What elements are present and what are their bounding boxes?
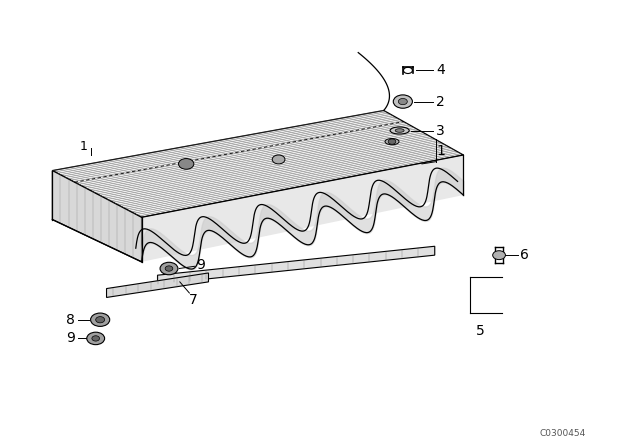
Circle shape <box>394 95 412 108</box>
Circle shape <box>91 313 109 327</box>
Ellipse shape <box>385 138 399 145</box>
Text: 6: 6 <box>520 248 529 262</box>
Text: 2: 2 <box>436 95 445 108</box>
Text: 5: 5 <box>476 324 485 338</box>
Circle shape <box>272 155 285 164</box>
Circle shape <box>165 266 173 271</box>
Circle shape <box>87 332 104 345</box>
Circle shape <box>398 99 407 105</box>
Text: 9: 9 <box>196 258 205 272</box>
Text: 8: 8 <box>66 313 75 327</box>
Circle shape <box>493 251 506 260</box>
Circle shape <box>160 262 178 275</box>
Circle shape <box>179 159 194 169</box>
Circle shape <box>92 336 100 341</box>
Polygon shape <box>52 171 141 262</box>
Polygon shape <box>157 246 435 284</box>
Ellipse shape <box>390 127 409 134</box>
Text: 1: 1 <box>436 144 445 158</box>
Ellipse shape <box>395 129 404 132</box>
Polygon shape <box>106 273 209 297</box>
Circle shape <box>96 317 104 323</box>
Text: C0300454: C0300454 <box>539 429 585 438</box>
Text: 7: 7 <box>189 293 198 307</box>
Polygon shape <box>141 155 463 262</box>
Circle shape <box>388 139 396 144</box>
Polygon shape <box>52 111 463 217</box>
Text: 4: 4 <box>436 64 445 78</box>
Text: 1: 1 <box>79 140 88 153</box>
Text: 3: 3 <box>436 124 445 138</box>
Text: 9: 9 <box>66 332 75 345</box>
